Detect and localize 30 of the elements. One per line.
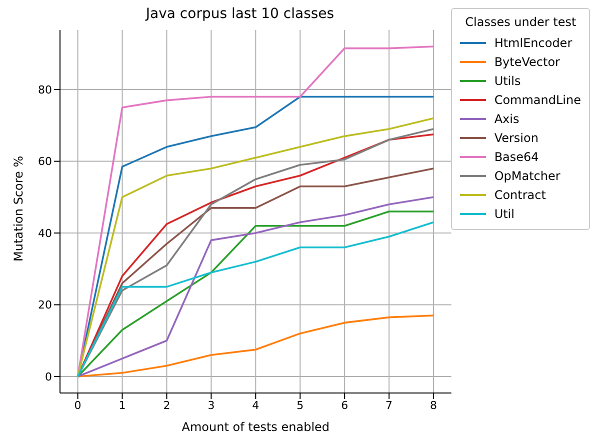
legend-label: CommandLine [494,92,581,106]
legend-label: Contract [494,188,546,202]
x-tick-label: 8 [430,398,438,412]
y-tick-label: 40 [38,226,52,240]
legend-label: Util [494,206,514,220]
x-tick-label: 4 [252,398,260,412]
y-axis-title: Mutation Score % [11,156,26,262]
line-series [76,314,434,378]
x-tick-label: 5 [296,398,304,412]
y-tick-label: 60 [38,155,52,168]
legend-label: HtmlEncoder [494,36,572,50]
x-tick-label: 1 [118,398,126,412]
x-tick-label: 6 [341,398,348,412]
x-tick-label: 2 [163,398,170,412]
y-tick-label: 20 [38,298,52,312]
y-tick-label: 80 [38,83,52,96]
x-tick-label: 7 [386,398,393,412]
legend-label: OpMatcher [494,168,560,182]
y-tick-label: 0 [45,370,52,384]
x-tick-label: 0 [74,398,82,412]
legend-label: ByteVector [494,54,560,68]
legend-label: Axis [494,112,520,126]
chart-title: Java corpus last 10 classes [144,6,334,22]
x-tick-label: 3 [208,398,215,412]
x-axis-title: Amount of tests enabled [182,420,330,434]
legend-label: Version [494,130,538,144]
line-series [76,46,434,378]
legend-label: Utils [494,74,521,88]
legend-title: Classes under test [464,15,578,29]
legend-label: Base64 [494,150,539,164]
